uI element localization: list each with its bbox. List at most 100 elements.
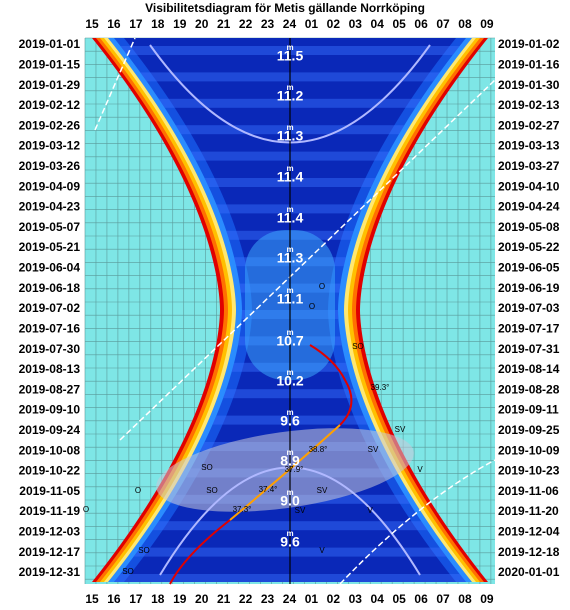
magnitude: 8.9: [280, 453, 300, 469]
annotation: SV: [295, 506, 306, 515]
right-date: 2019-11-06: [498, 484, 559, 498]
hour-label-bottom: 20: [195, 592, 209, 606]
date-bg: [496, 179, 570, 196]
magnitude: 10.7: [276, 333, 303, 349]
hour-label-bottom: 17: [129, 592, 143, 606]
magnitude-unit: m: [286, 408, 293, 417]
annotation: SO: [122, 567, 134, 576]
right-date: 2019-08-28: [498, 382, 560, 396]
date-bg: [0, 361, 84, 378]
left-date: 2019-12-03: [19, 525, 81, 539]
date-bg: [0, 199, 84, 216]
date-bg: [0, 280, 84, 297]
hour-label-top: 20: [195, 17, 209, 31]
date-bg: [0, 158, 84, 175]
left-date: 2019-02-26: [19, 118, 81, 132]
date-bg: [496, 321, 570, 338]
hour-label-bottom: 01: [305, 592, 319, 606]
left-date: 2019-03-26: [19, 159, 81, 173]
hour-label-top: 21: [217, 17, 231, 31]
overlays: [94, 37, 496, 585]
date-bg: [0, 118, 84, 135]
annotation: O: [319, 282, 325, 291]
right-date: 2019-10-23: [498, 464, 560, 478]
annotation: SV: [368, 445, 379, 454]
date-bg: [496, 382, 570, 399]
date-bg: [0, 57, 84, 74]
date-bg: [496, 37, 570, 53]
magnitude-unit: m: [286, 529, 293, 538]
hour-label-bottom: 18: [151, 592, 165, 606]
left-date: 2019-02-12: [19, 98, 81, 112]
left-date: 2019-03-12: [19, 139, 81, 153]
annotation: 37.3°: [233, 505, 252, 514]
date-bg: [496, 158, 570, 175]
right-date: 2019-10-09: [498, 443, 560, 457]
left-date: 2019-09-24: [19, 423, 81, 437]
left-date: 2019-11-19: [19, 504, 80, 518]
hour-label-bottom: 06: [414, 592, 428, 606]
right-date: 2019-02-13: [498, 98, 560, 112]
date-bg: [0, 37, 84, 53]
date-bg: [0, 341, 84, 358]
magnitude: 11.2: [277, 88, 304, 104]
hour-label-top: 04: [371, 17, 385, 31]
magnitude: 11.4: [277, 169, 304, 185]
date-bg: [0, 97, 84, 114]
annotation: O: [309, 302, 315, 311]
magnitude-unit: m: [286, 123, 293, 132]
annotation: V: [417, 465, 423, 474]
right-date: 2020-01-01: [498, 565, 560, 579]
track-red: [169, 519, 231, 585]
annotation: O: [83, 505, 89, 514]
right-date: 2019-03-27: [498, 159, 560, 173]
right-date: 2019-01-02: [498, 37, 560, 51]
right-date: 2019-02-27: [498, 118, 560, 132]
annotation: 37.4°: [259, 485, 278, 494]
date-bg: [496, 97, 570, 114]
magnitude-unit: m: [286, 286, 293, 295]
left-date: 2019-04-09: [19, 179, 81, 193]
right-date: 2019-05-08: [498, 220, 560, 234]
magnitude-unit: m: [286, 488, 293, 497]
left-date: 2019-05-07: [19, 220, 81, 234]
date-bg: [496, 280, 570, 297]
annotation: SO: [352, 342, 364, 351]
left-date: 2019-07-02: [19, 301, 81, 315]
left-date: 2019-07-16: [19, 321, 81, 335]
date-bg: [0, 422, 84, 439]
magnitude-unit: m: [286, 328, 293, 337]
right-date: 2019-06-19: [498, 281, 560, 295]
left-date: 2019-06-04: [19, 261, 81, 275]
magnitude-unit: m: [286, 205, 293, 214]
date-bg: [496, 77, 570, 94]
date-bg: [0, 483, 84, 500]
track-orange: [229, 424, 341, 521]
date-bg: [496, 544, 570, 561]
hour-label-bottom: 08: [458, 592, 472, 606]
date-bg: [496, 301, 570, 317]
hour-label-top: 03: [349, 17, 363, 31]
hour-label-bottom: 03: [349, 592, 363, 606]
date-bg: [496, 524, 570, 541]
magnitude: 11.3: [277, 128, 304, 144]
date-bg: [0, 179, 84, 196]
left-date: 2019-01-01: [19, 37, 81, 51]
hour-label-top: 22: [239, 17, 253, 31]
hour-label-bottom: 16: [107, 592, 121, 606]
hour-label-top: 18: [151, 17, 165, 31]
hour-label-bottom: 22: [239, 592, 253, 606]
left-date: 2019-10-22: [19, 464, 81, 478]
date-bg: [496, 219, 570, 236]
left-date: 2019-10-08: [19, 443, 81, 457]
date-bg: [0, 321, 84, 338]
hour-label-bottom: 21: [217, 592, 231, 606]
date-bg: [496, 483, 570, 500]
date-bg: [0, 443, 84, 460]
hour-label-bottom: 19: [173, 592, 187, 606]
left-date: 2019-01-15: [19, 57, 81, 71]
right-date: 2019-07-31: [498, 342, 560, 356]
magnitude-unit: m: [286, 245, 293, 254]
date-bg: [0, 544, 84, 561]
magnitude: 9.0: [280, 493, 300, 509]
